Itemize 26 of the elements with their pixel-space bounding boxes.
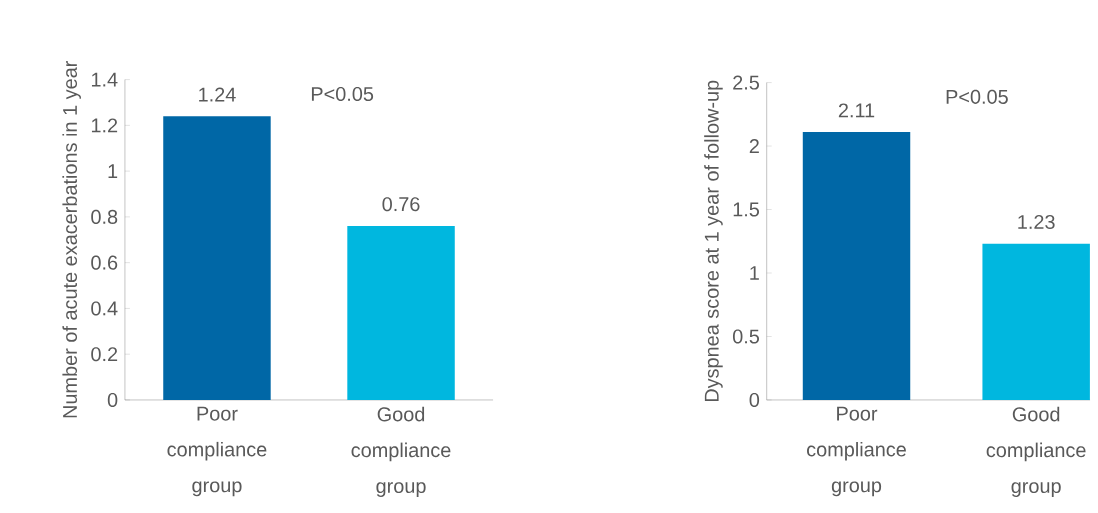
data-label: 2.11	[838, 103, 875, 118]
y-tick-label: 2.5	[733, 75, 760, 90]
y-tick-label: 1.5	[733, 202, 760, 217]
y-tick-label: 1	[750, 265, 759, 280]
annotation: P<0.05	[946, 89, 1008, 104]
y-tick-label: 0.6	[91, 255, 118, 270]
y-tick-label: 1	[108, 164, 118, 178]
annotation: P<0.05	[311, 86, 374, 101]
y-tick-label: 1.4	[91, 72, 118, 87]
y-tick-label: 1.2	[91, 118, 118, 133]
y-tick-label: 0.8	[91, 209, 118, 224]
x-tick-label: Good compliance group	[986, 406, 1086, 497]
data-label: 1.23	[1018, 214, 1055, 229]
y-tick-label: 0	[107, 392, 118, 407]
x-tick-label: Poor compliance group	[167, 406, 267, 497]
data-label: 1.24	[199, 87, 236, 102]
y-axis-title: Dyspnea score at 1 year of follow-up	[704, 80, 723, 401]
data-label: 0.76	[382, 196, 420, 212]
y-tick-label: 0	[749, 392, 760, 407]
y-tick-label: 0.2	[91, 346, 118, 362]
x-tick-label: Poor compliance group	[807, 406, 906, 497]
y-axis-title: Number of acute exacerbations in 1 year	[62, 60, 81, 418]
y-tick-label: 2	[749, 138, 759, 153]
y-tick-label: 0.5	[732, 329, 760, 344]
y-tick-label: 0.4	[91, 301, 118, 316]
x-tick-label: Good compliance group	[351, 406, 451, 497]
